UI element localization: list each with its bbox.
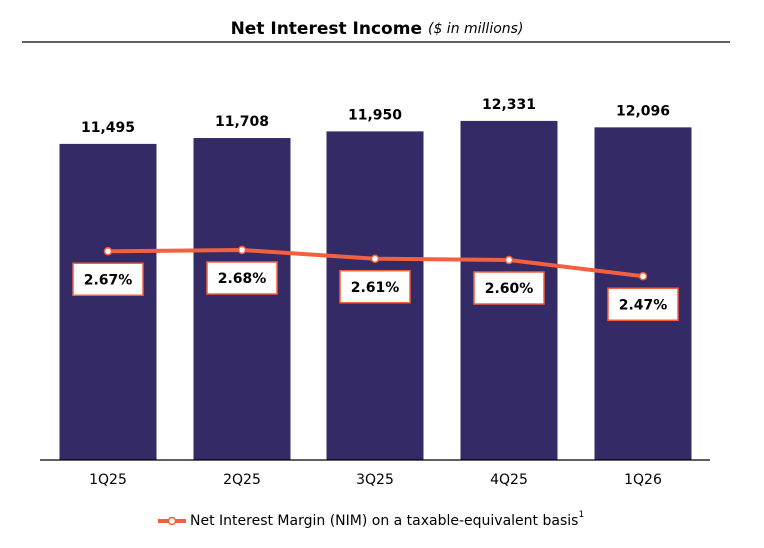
- x-tick-label: 4Q25: [490, 472, 528, 488]
- bar: [59, 143, 157, 460]
- chart-subtitle: ($ in millions): [428, 21, 523, 37]
- line-point: [638, 272, 648, 281]
- bar-value-label: 11,950: [348, 107, 402, 123]
- line-label-box: [473, 271, 545, 305]
- line-value-label: 2.60%: [485, 281, 534, 297]
- legend-footnote-marker: 1: [578, 510, 584, 520]
- bar: [193, 138, 291, 460]
- x-tick-label: 1Q26: [624, 472, 662, 488]
- legend-marker: [167, 516, 177, 526]
- line-value-label: 2.68%: [218, 271, 267, 287]
- line-point: [504, 255, 514, 265]
- bar-value-label: 12,096: [616, 103, 670, 119]
- x-tick-label: 3Q25: [356, 472, 394, 488]
- bar-value-label: 11,495: [81, 120, 135, 136]
- legend-label: Net Interest Margin (NIM) on a taxable-e…: [190, 513, 578, 529]
- line-point: [370, 254, 380, 263]
- line-point: [103, 247, 113, 256]
- line-value-label: 2.61%: [351, 280, 400, 296]
- x-tick-label: 1Q25: [89, 472, 127, 488]
- x-tick-label: 2Q25: [223, 472, 261, 488]
- line-value-label: 2.47%: [619, 297, 668, 313]
- chart-title: Net Interest Income: [231, 19, 422, 39]
- line-label-box: [206, 261, 278, 295]
- line-label-box: [72, 262, 144, 296]
- line-label-box: [339, 270, 411, 304]
- bar-value-label: 11,708: [215, 114, 269, 130]
- bar-value-label: 12,331: [482, 97, 536, 113]
- line-label-box: [607, 287, 679, 321]
- chart-title-row: Net Interest Income ($ in millions): [231, 19, 524, 39]
- legend: Net Interest Margin (NIM) on a taxable-e…: [158, 510, 584, 530]
- legend-label-row: Net Interest Margin (NIM) on a taxable-e…: [190, 510, 584, 530]
- line-value-label: 2.67%: [84, 272, 133, 288]
- line-point: [237, 245, 247, 255]
